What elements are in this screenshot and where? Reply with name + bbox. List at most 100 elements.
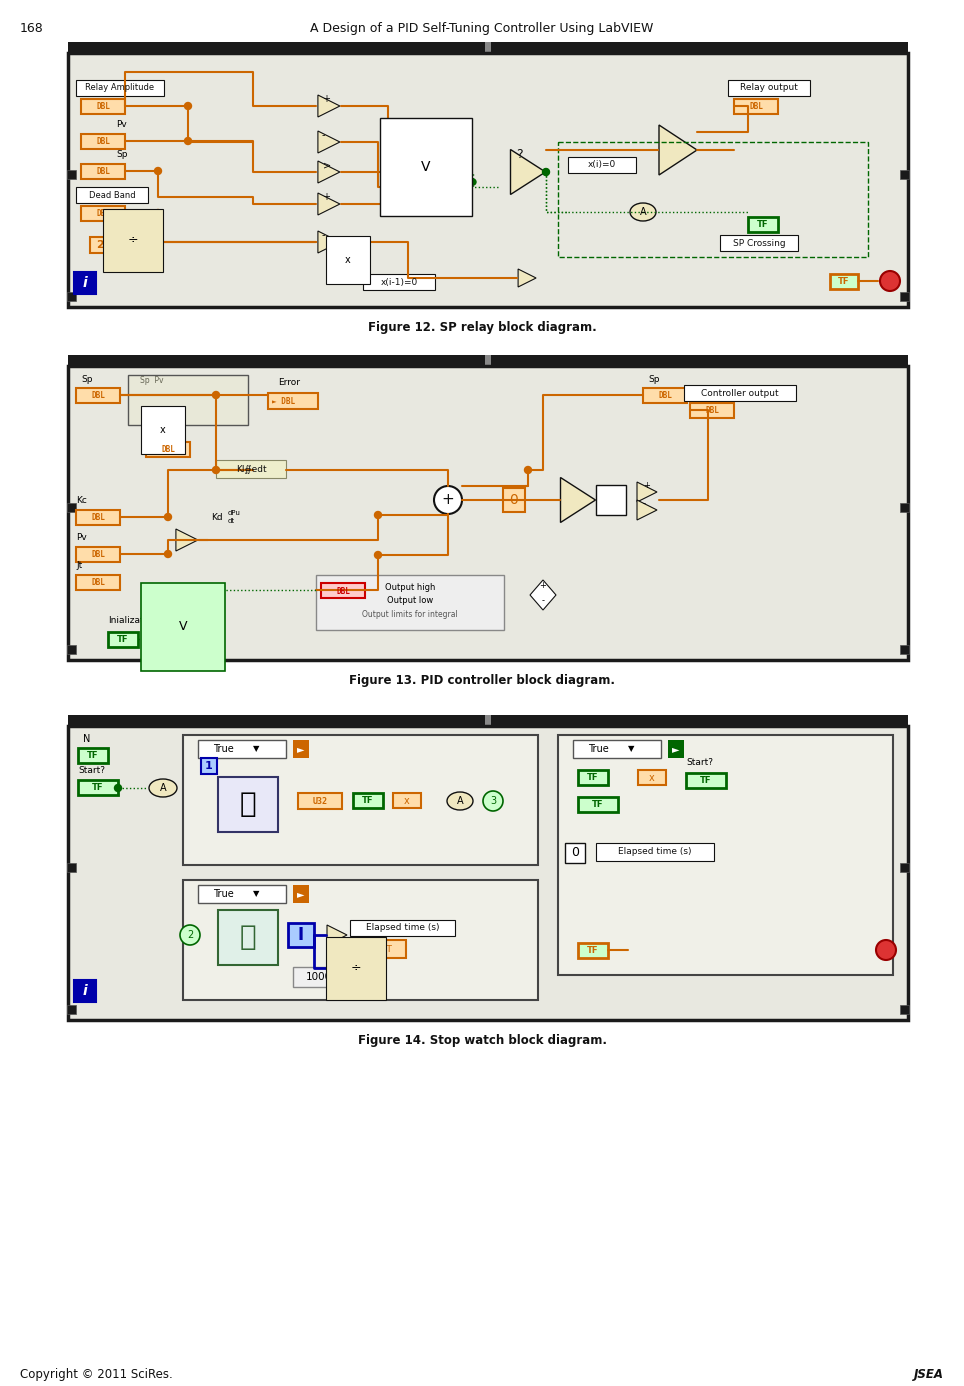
Bar bbox=[67, 170, 76, 179]
Bar bbox=[900, 503, 909, 511]
Bar bbox=[293, 740, 309, 758]
Text: DBL: DBL bbox=[96, 137, 110, 146]
Bar bbox=[638, 771, 666, 784]
Text: >: > bbox=[323, 159, 331, 170]
Text: x: x bbox=[160, 426, 166, 435]
Text: Output limits for integral: Output limits for integral bbox=[362, 610, 458, 620]
Text: Start?: Start? bbox=[686, 758, 713, 766]
Text: ►EXT: ►EXT bbox=[369, 944, 393, 954]
Text: KI∯edt: KI∯edt bbox=[235, 464, 266, 474]
Text: Figure 12. SP relay block diagram.: Figure 12. SP relay block diagram. bbox=[367, 322, 597, 334]
Bar bbox=[68, 715, 908, 726]
Bar bbox=[734, 98, 778, 114]
Bar bbox=[293, 886, 309, 904]
Bar bbox=[900, 644, 909, 654]
Bar bbox=[218, 911, 278, 965]
Bar bbox=[108, 632, 138, 647]
Text: DBL: DBL bbox=[705, 406, 719, 414]
Text: dt: dt bbox=[228, 518, 235, 524]
Bar bbox=[128, 376, 248, 426]
Text: 2: 2 bbox=[96, 240, 104, 249]
Text: V: V bbox=[421, 159, 431, 175]
Text: Dead Band: Dead Band bbox=[89, 190, 135, 200]
Ellipse shape bbox=[630, 202, 656, 220]
Text: U32: U32 bbox=[312, 797, 328, 805]
Text: True: True bbox=[213, 888, 233, 900]
Bar bbox=[68, 366, 908, 660]
Text: Figure 13. PID controller block diagram.: Figure 13. PID controller block diagram. bbox=[349, 674, 615, 687]
Bar bbox=[363, 274, 435, 290]
Bar bbox=[67, 644, 76, 654]
Bar bbox=[74, 272, 96, 294]
Polygon shape bbox=[175, 529, 198, 552]
Bar bbox=[81, 98, 125, 114]
Text: A Design of a PID Self-Tuning Controller Using LabVIEW: A Design of a PID Self-Tuning Controller… bbox=[310, 22, 654, 35]
Circle shape bbox=[165, 513, 172, 521]
Polygon shape bbox=[318, 96, 340, 116]
Text: TF: TF bbox=[93, 783, 104, 791]
Text: DBL: DBL bbox=[91, 578, 105, 588]
Text: -: - bbox=[643, 499, 646, 509]
Text: A: A bbox=[640, 207, 646, 218]
Polygon shape bbox=[318, 161, 340, 183]
Bar bbox=[643, 388, 687, 403]
Bar bbox=[293, 967, 345, 987]
Bar bbox=[67, 292, 76, 301]
Bar bbox=[748, 218, 778, 231]
Bar bbox=[288, 923, 314, 947]
Text: -: - bbox=[322, 130, 326, 140]
Text: Output low: Output low bbox=[387, 596, 433, 606]
Bar bbox=[353, 793, 383, 808]
Text: DBL: DBL bbox=[91, 550, 105, 559]
Bar bbox=[485, 42, 491, 53]
Text: Controller output: Controller output bbox=[701, 388, 779, 398]
Ellipse shape bbox=[149, 779, 177, 797]
Text: +: + bbox=[643, 481, 650, 491]
Circle shape bbox=[483, 791, 503, 811]
Bar bbox=[76, 80, 164, 96]
Circle shape bbox=[212, 391, 220, 399]
Bar bbox=[198, 886, 286, 904]
Text: Elapsed time (s): Elapsed time (s) bbox=[618, 847, 692, 857]
Text: x: x bbox=[649, 773, 655, 783]
Text: TF: TF bbox=[592, 800, 603, 809]
Bar bbox=[356, 940, 406, 958]
Text: TF: TF bbox=[88, 751, 98, 760]
Bar bbox=[578, 797, 618, 812]
Text: 1000: 1000 bbox=[306, 972, 332, 983]
Bar bbox=[68, 53, 908, 308]
Text: i: i bbox=[83, 984, 88, 998]
Text: A: A bbox=[160, 783, 167, 793]
Bar bbox=[316, 575, 504, 631]
Bar bbox=[76, 547, 120, 561]
Text: V: V bbox=[178, 621, 187, 633]
Text: Pv: Pv bbox=[76, 534, 87, 542]
Bar bbox=[268, 394, 318, 409]
Polygon shape bbox=[560, 478, 596, 523]
Text: 168: 168 bbox=[20, 22, 43, 35]
Circle shape bbox=[880, 272, 900, 291]
Text: +: + bbox=[322, 193, 330, 202]
Text: TF: TF bbox=[587, 947, 599, 955]
Bar bbox=[76, 575, 120, 590]
Text: -: - bbox=[542, 596, 545, 606]
Circle shape bbox=[165, 550, 172, 557]
Text: JSEA: JSEA bbox=[914, 1368, 944, 1380]
Bar bbox=[68, 726, 908, 1020]
Bar bbox=[201, 758, 217, 773]
Text: Relay Amplitude: Relay Amplitude bbox=[86, 83, 154, 93]
Text: DBL: DBL bbox=[96, 209, 110, 218]
Bar bbox=[298, 793, 342, 809]
Bar bbox=[78, 748, 108, 764]
Bar bbox=[350, 920, 455, 936]
Circle shape bbox=[434, 486, 462, 514]
Text: Elapsed time (s): Elapsed time (s) bbox=[365, 923, 440, 933]
Text: A: A bbox=[457, 796, 464, 807]
Text: Kc: Kc bbox=[76, 496, 87, 505]
Text: Kd: Kd bbox=[211, 513, 223, 523]
Text: ▼: ▼ bbox=[253, 744, 259, 754]
Text: i: i bbox=[83, 276, 88, 290]
Text: 2: 2 bbox=[187, 930, 193, 940]
Polygon shape bbox=[518, 269, 536, 287]
Text: +: + bbox=[540, 581, 547, 590]
